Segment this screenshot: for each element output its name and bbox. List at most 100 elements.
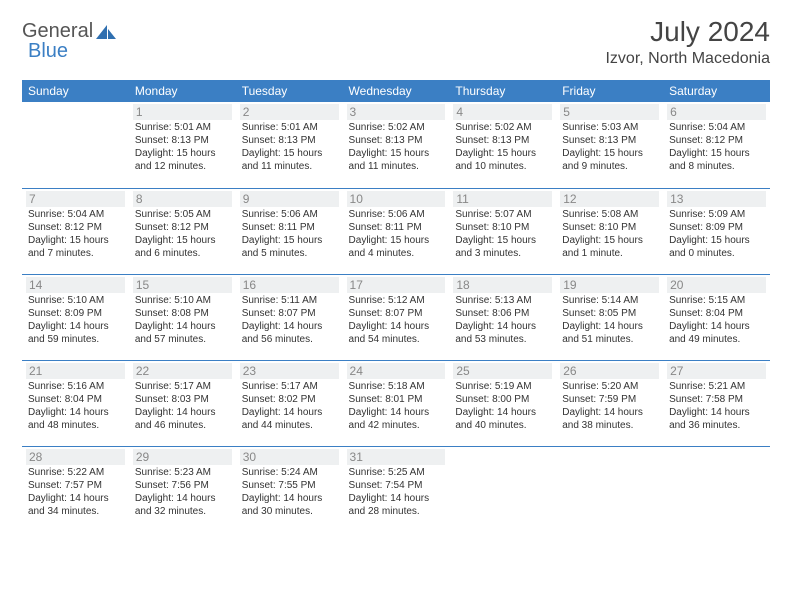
day-number: 11 <box>453 191 552 207</box>
day-details: Sunrise: 5:24 AMSunset: 7:55 PMDaylight:… <box>240 466 339 518</box>
day-details: Sunrise: 5:03 AMSunset: 8:13 PMDaylight:… <box>560 121 659 173</box>
calendar-week-row: 21Sunrise: 5:16 AMSunset: 8:04 PMDayligh… <box>22 360 770 446</box>
calendar-day-cell: 17Sunrise: 5:12 AMSunset: 8:07 PMDayligh… <box>343 274 450 360</box>
day-number: 19 <box>560 277 659 293</box>
calendar-day-cell: 4Sunrise: 5:02 AMSunset: 8:13 PMDaylight… <box>449 102 556 188</box>
day-number: 22 <box>133 363 232 379</box>
day-details: Sunrise: 5:22 AMSunset: 7:57 PMDaylight:… <box>26 466 125 518</box>
calendar-day-cell: 20Sunrise: 5:15 AMSunset: 8:04 PMDayligh… <box>663 274 770 360</box>
day-details: Sunrise: 5:08 AMSunset: 8:10 PMDaylight:… <box>560 208 659 260</box>
day-details: Sunrise: 5:07 AMSunset: 8:10 PMDaylight:… <box>453 208 552 260</box>
weekday-header: Sunday <box>22 80 129 102</box>
weekday-header: Saturday <box>663 80 770 102</box>
calendar-day-cell: 24Sunrise: 5:18 AMSunset: 8:01 PMDayligh… <box>343 360 450 446</box>
calendar-day-cell: 15Sunrise: 5:10 AMSunset: 8:08 PMDayligh… <box>129 274 236 360</box>
day-number: 10 <box>347 191 446 207</box>
calendar-day-cell: 29Sunrise: 5:23 AMSunset: 7:56 PMDayligh… <box>129 446 236 532</box>
day-details: Sunrise: 5:02 AMSunset: 8:13 PMDaylight:… <box>347 121 446 173</box>
day-number: 29 <box>133 449 232 465</box>
calendar-week-row: 7Sunrise: 5:04 AMSunset: 8:12 PMDaylight… <box>22 188 770 274</box>
day-details: Sunrise: 5:23 AMSunset: 7:56 PMDaylight:… <box>133 466 232 518</box>
calendar-day-cell: 21Sunrise: 5:16 AMSunset: 8:04 PMDayligh… <box>22 360 129 446</box>
weekday-header: Monday <box>129 80 236 102</box>
calendar-day-cell: 5Sunrise: 5:03 AMSunset: 8:13 PMDaylight… <box>556 102 663 188</box>
day-details: Sunrise: 5:04 AMSunset: 8:12 PMDaylight:… <box>667 121 766 173</box>
weekday-header: Wednesday <box>343 80 450 102</box>
day-number: 30 <box>240 449 339 465</box>
calendar-day-cell: 16Sunrise: 5:11 AMSunset: 8:07 PMDayligh… <box>236 274 343 360</box>
calendar-day-cell: 10Sunrise: 5:06 AMSunset: 8:11 PMDayligh… <box>343 188 450 274</box>
day-number: 3 <box>347 104 446 120</box>
weekday-header: Tuesday <box>236 80 343 102</box>
calendar-day-cell: 12Sunrise: 5:08 AMSunset: 8:10 PMDayligh… <box>556 188 663 274</box>
day-number: 14 <box>26 277 125 293</box>
calendar-day-cell <box>22 102 129 188</box>
day-details: Sunrise: 5:11 AMSunset: 8:07 PMDaylight:… <box>240 294 339 346</box>
day-number: 6 <box>667 104 766 120</box>
calendar-day-cell: 31Sunrise: 5:25 AMSunset: 7:54 PMDayligh… <box>343 446 450 532</box>
calendar-day-cell: 30Sunrise: 5:24 AMSunset: 7:55 PMDayligh… <box>236 446 343 532</box>
calendar-day-cell: 11Sunrise: 5:07 AMSunset: 8:10 PMDayligh… <box>449 188 556 274</box>
day-details: Sunrise: 5:25 AMSunset: 7:54 PMDaylight:… <box>347 466 446 518</box>
weekday-header: Friday <box>556 80 663 102</box>
day-number: 23 <box>240 363 339 379</box>
month-title: July 2024 <box>605 16 770 48</box>
calendar-day-cell: 2Sunrise: 5:01 AMSunset: 8:13 PMDaylight… <box>236 102 343 188</box>
day-number: 16 <box>240 277 339 293</box>
calendar-day-cell: 13Sunrise: 5:09 AMSunset: 8:09 PMDayligh… <box>663 188 770 274</box>
day-details: Sunrise: 5:01 AMSunset: 8:13 PMDaylight:… <box>240 121 339 173</box>
calendar-day-cell <box>663 446 770 532</box>
day-details: Sunrise: 5:15 AMSunset: 8:04 PMDaylight:… <box>667 294 766 346</box>
day-details: Sunrise: 5:14 AMSunset: 8:05 PMDaylight:… <box>560 294 659 346</box>
day-number: 24 <box>347 363 446 379</box>
day-number: 20 <box>667 277 766 293</box>
day-number: 25 <box>453 363 552 379</box>
location: Izvor, North Macedonia <box>605 50 770 68</box>
day-number: 9 <box>240 191 339 207</box>
day-details: Sunrise: 5:20 AMSunset: 7:59 PMDaylight:… <box>560 380 659 432</box>
calendar-day-cell: 8Sunrise: 5:05 AMSunset: 8:12 PMDaylight… <box>129 188 236 274</box>
day-number: 13 <box>667 191 766 207</box>
day-number: 5 <box>560 104 659 120</box>
calendar-week-row: 1 Sunrise: 5:01 AMSunset: 8:13 PMDaylight… <box>22 102 770 188</box>
calendar-day-cell <box>556 446 663 532</box>
calendar-day-cell: 14Sunrise: 5:10 AMSunset: 8:09 PMDayligh… <box>22 274 129 360</box>
weekday-header: Thursday <box>449 80 556 102</box>
day-number: 31 <box>347 449 446 465</box>
day-details: Sunrise: 5:21 AMSunset: 7:58 PMDaylight:… <box>667 380 766 432</box>
day-number: 17 <box>347 277 446 293</box>
calendar-day-cell: 28Sunrise: 5:22 AMSunset: 7:57 PMDayligh… <box>22 446 129 532</box>
day-number: 26 <box>560 363 659 379</box>
calendar-day-cell: 1Sunrise: 5:01 AMSunset: 8:13 PMDaylight… <box>129 102 236 188</box>
day-number: 1 <box>133 104 232 120</box>
day-details: Sunrise: 5:18 AMSunset: 8:01 PMDaylight:… <box>347 380 446 432</box>
calendar-day-cell: 18Sunrise: 5:13 AMSunset: 8:06 PMDayligh… <box>449 274 556 360</box>
calendar-day-cell: 19Sunrise: 5:14 AMSunset: 8:05 PMDayligh… <box>556 274 663 360</box>
calendar-day-cell: 25Sunrise: 5:19 AMSunset: 8:00 PMDayligh… <box>449 360 556 446</box>
calendar-week-row: 28Sunrise: 5:22 AMSunset: 7:57 PMDayligh… <box>22 446 770 532</box>
day-details: Sunrise: 5:04 AMSunset: 8:12 PMDaylight:… <box>26 208 125 260</box>
day-number: 27 <box>667 363 766 379</box>
day-details: Sunrise: 5:02 AMSunset: 8:13 PMDaylight:… <box>453 121 552 173</box>
day-number: 2 <box>240 104 339 120</box>
day-details: Sunrise: 5:06 AMSunset: 8:11 PMDaylight:… <box>240 208 339 260</box>
calendar-day-cell: 7Sunrise: 5:04 AMSunset: 8:12 PMDaylight… <box>22 188 129 274</box>
calendar-day-cell: 22Sunrise: 5:17 AMSunset: 8:03 PMDayligh… <box>129 360 236 446</box>
day-number: 21 <box>26 363 125 379</box>
calendar-week-row: 14Sunrise: 5:10 AMSunset: 8:09 PMDayligh… <box>22 274 770 360</box>
day-number: 4 <box>453 104 552 120</box>
calendar-day-cell: 27Sunrise: 5:21 AMSunset: 7:58 PMDayligh… <box>663 360 770 446</box>
day-details: Sunrise: 5:19 AMSunset: 8:00 PMDaylight:… <box>453 380 552 432</box>
day-number: 28 <box>26 449 125 465</box>
day-details: Sunrise: 5:16 AMSunset: 8:04 PMDaylight:… <box>26 380 125 432</box>
weekday-header-row: SundayMondayTuesdayWednesdayThursdayFrid… <box>22 80 770 102</box>
day-number: 8 <box>133 191 232 207</box>
logo-sail-icon <box>95 23 117 41</box>
calendar-day-cell <box>449 446 556 532</box>
logo: General <box>22 16 117 43</box>
day-details: Sunrise: 5:17 AMSunset: 8:02 PMDaylight:… <box>240 380 339 432</box>
day-details: Sunrise: 5:17 AMSunset: 8:03 PMDaylight:… <box>133 380 232 432</box>
day-details: Sunrise: 5:13 AMSunset: 8:06 PMDaylight:… <box>453 294 552 346</box>
calendar-day-cell: 26Sunrise: 5:20 AMSunset: 7:59 PMDayligh… <box>556 360 663 446</box>
day-details: Sunrise: 5:05 AMSunset: 8:12 PMDaylight:… <box>133 208 232 260</box>
